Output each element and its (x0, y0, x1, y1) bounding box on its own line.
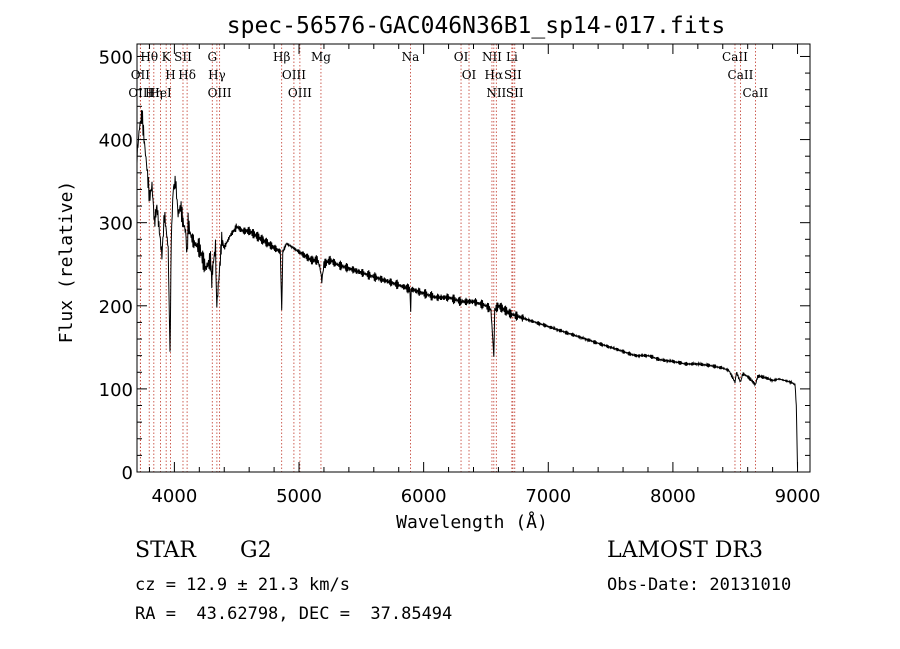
spectrum-plot (136, 110, 798, 468)
line-label: Hα (485, 68, 504, 82)
x-tick-label: 6000 (401, 486, 447, 507)
x-tick-label: 8000 (650, 486, 696, 507)
line-label: G (207, 50, 217, 64)
line-label: Hθ (140, 50, 158, 64)
line-label: CaII (722, 50, 748, 64)
line-label: OII (131, 68, 151, 82)
line-label: Li (506, 50, 518, 64)
line-label: OIII (128, 86, 152, 100)
y-tick-label: 0 (122, 463, 133, 484)
line-label: Mg (311, 50, 331, 64)
line-label: SII (506, 86, 524, 100)
coordinates: RA = 43.62798, DEC = 37.85494 (135, 604, 453, 624)
line-label: Hδ (178, 68, 196, 82)
y-tick-label: 500 (99, 47, 133, 68)
line-label: OIII (288, 86, 312, 100)
y-tick-label: 200 (99, 297, 133, 318)
x-axis-label: Wavelength (Å) (396, 511, 548, 533)
object-subclass: G2 (240, 538, 272, 563)
line-label: SII (174, 50, 192, 64)
x-tick-label: 7000 (525, 486, 571, 507)
x-tick-label: 5000 (276, 486, 322, 507)
line-label: Hγ (208, 68, 226, 82)
x-tick-label: 9000 (775, 486, 821, 507)
spectrum-line (136, 110, 798, 468)
line-label: K (162, 50, 172, 64)
line-label: Hβ (273, 50, 290, 64)
line-label: CaII (728, 68, 754, 82)
y-tick-label: 300 (99, 214, 133, 235)
line-label: OIII (208, 86, 232, 100)
line-label: NII (482, 50, 502, 64)
line-label: NII (486, 86, 506, 100)
line-label: HeI (149, 86, 172, 100)
line-label: H (165, 68, 175, 82)
y-axis-label: Flux (relative) (56, 181, 77, 344)
line-label: Na (402, 50, 420, 64)
y-tick-label: 100 (99, 380, 133, 401)
chart-title: spec-56576-GAC046N36B1_sp14-017.fits (227, 13, 726, 39)
object-class: STAR (135, 538, 196, 563)
x-tick-label: 4000 (151, 486, 197, 507)
emission-line-markers: HθOIIOIIIHηHeIKHSIIHδGHγOIIIHβOIIIOIIIMg… (128, 44, 769, 472)
y-tick-label: 400 (99, 131, 133, 152)
line-label: OI (462, 68, 477, 82)
axis-ticks: 4000 5000 6000 7000 8000 9000 0 100 200 300 400 500 (99, 44, 821, 507)
redshift-readout: cz = 12.9 ± 21.3 km/s (135, 575, 350, 595)
line-label: OI (454, 50, 469, 64)
obs-date: Obs-Date: 20131010 (607, 575, 792, 595)
plot-frame (136, 43, 811, 473)
line-label: Hη (145, 86, 163, 100)
line-label: SII (504, 68, 522, 82)
line-label: CaII (742, 86, 768, 100)
survey-name: LAMOST DR3 (607, 538, 763, 563)
line-label: OIII (282, 68, 306, 82)
